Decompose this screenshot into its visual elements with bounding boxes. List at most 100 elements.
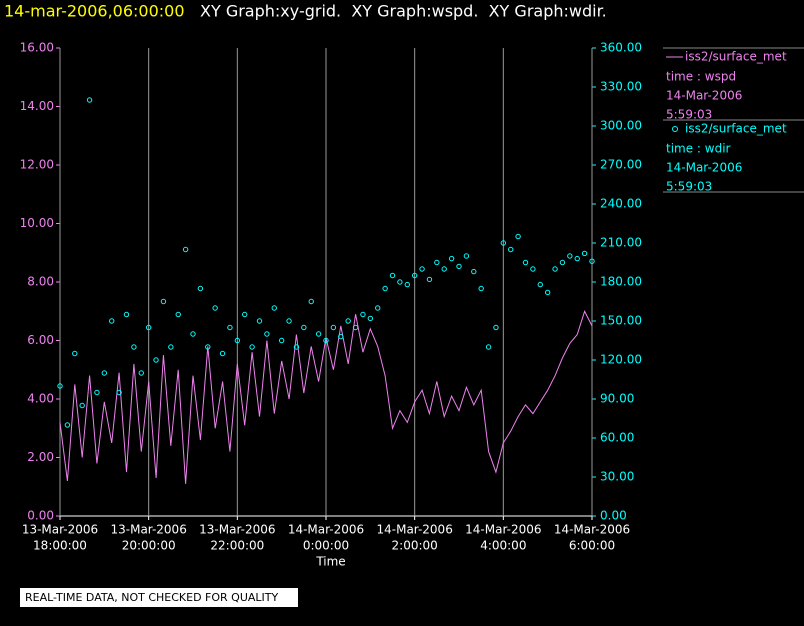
x-tick-label: 2:00:00 <box>392 539 438 553</box>
point <box>131 344 137 350</box>
point <box>508 246 514 253</box>
point <box>567 253 573 259</box>
legend-line: 5:59:03 <box>666 108 712 122</box>
y-tick-label: 12.00 <box>20 158 54 172</box>
y2-tick-label: 360.00 <box>600 41 642 55</box>
point <box>330 324 337 331</box>
point <box>411 272 418 279</box>
point <box>471 268 477 275</box>
point <box>323 337 329 344</box>
y-tick-label: 4.00 <box>27 392 54 406</box>
legend-line: time : wspd <box>666 70 736 84</box>
point <box>109 318 115 324</box>
point <box>168 344 174 350</box>
point <box>182 246 189 253</box>
x-tick-label: 13-Mar-2006 <box>199 523 275 537</box>
point <box>86 97 93 103</box>
legend-entry: iss2/surface_met <box>685 50 787 64</box>
point <box>515 233 521 240</box>
note: REAL-TIME DATA, NOT CHECKED FOR QUALITY <box>25 591 279 604</box>
point <box>419 266 425 272</box>
y2-tick-label: 90.00 <box>600 392 634 406</box>
y-tick-label: 10.00 <box>20 216 54 230</box>
y-tick-label: 6.00 <box>27 333 54 347</box>
point <box>315 331 322 337</box>
point <box>574 255 580 262</box>
point <box>264 331 270 337</box>
point <box>278 337 285 344</box>
chart-subtitle: XY Graph:xy-grid. XY Graph:wspd. XY Grap… <box>200 2 607 21</box>
point <box>256 318 263 324</box>
point <box>153 357 159 363</box>
point <box>589 258 595 264</box>
point <box>485 344 492 350</box>
point <box>441 266 447 272</box>
point <box>175 311 181 318</box>
point <box>212 305 218 311</box>
point <box>271 305 277 311</box>
y2-tick-label: 120.00 <box>600 353 642 367</box>
y-tick-label: 2.00 <box>27 450 54 464</box>
point <box>242 311 248 318</box>
point <box>375 305 381 311</box>
point <box>190 331 196 337</box>
y2-tick-label: 0.00 <box>600 509 627 523</box>
point <box>544 289 551 296</box>
point <box>537 281 543 288</box>
y2-tick-label: 330.00 <box>600 80 642 94</box>
legend-line: 5:59:03 <box>666 180 712 194</box>
y2-tick-label: 270.00 <box>600 158 642 172</box>
y-tick-label: 0.00 <box>27 509 54 523</box>
point <box>559 259 566 266</box>
y2-tick-label: 30.00 <box>600 470 634 484</box>
point <box>456 263 462 270</box>
point <box>448 255 455 262</box>
point <box>249 344 255 350</box>
point <box>116 389 122 396</box>
y-tick-label: 16.00 <box>20 41 54 55</box>
note-box <box>20 588 298 607</box>
point <box>352 324 359 331</box>
point <box>500 240 507 246</box>
point <box>234 337 241 344</box>
chart-title: 14-mar-2006,06:00:00 <box>4 2 185 21</box>
point <box>94 389 100 396</box>
point <box>389 272 396 279</box>
x-tick-label: 0:00:00 <box>303 539 349 553</box>
line <box>59 309 593 484</box>
point <box>301 324 307 331</box>
point <box>426 276 433 283</box>
point <box>338 333 344 340</box>
point <box>478 285 484 292</box>
y-tick-label: 14.00 <box>20 99 54 113</box>
point <box>145 324 152 331</box>
point <box>286 318 292 324</box>
y2-tick-label: 180.00 <box>600 275 642 289</box>
point <box>138 370 144 376</box>
point <box>404 281 410 288</box>
y2-tick-label: 240.00 <box>600 197 642 211</box>
y2-tick-label: 300.00 <box>600 119 642 133</box>
point <box>397 279 403 285</box>
x-tick-label: 4:00:00 <box>480 539 526 553</box>
point <box>345 318 351 324</box>
x-tick-label: 20:00:00 <box>122 539 176 553</box>
x-tick-label: 14-Mar-2006 <box>376 523 452 537</box>
point <box>530 266 536 272</box>
y-tick-label: 8.00 <box>27 275 54 289</box>
x-tick-label: 14-Mar-2006 <box>554 523 630 537</box>
point <box>205 344 211 350</box>
y2-tick-label: 150.00 <box>600 314 642 328</box>
point <box>293 344 300 350</box>
x-tick-label: 13-Mar-2006 <box>22 523 98 537</box>
point <box>308 298 314 305</box>
y2-tick-label: 60.00 <box>600 431 634 445</box>
legend-line: 14-Mar-2006 <box>666 89 742 103</box>
legend-entry: iss2/surface_met <box>685 122 787 136</box>
point <box>463 253 470 259</box>
point <box>360 311 366 318</box>
legend-line: time : wdir <box>666 142 731 156</box>
point <box>522 259 529 266</box>
y2-tick-label: 210.00 <box>600 236 642 250</box>
point <box>101 370 108 376</box>
